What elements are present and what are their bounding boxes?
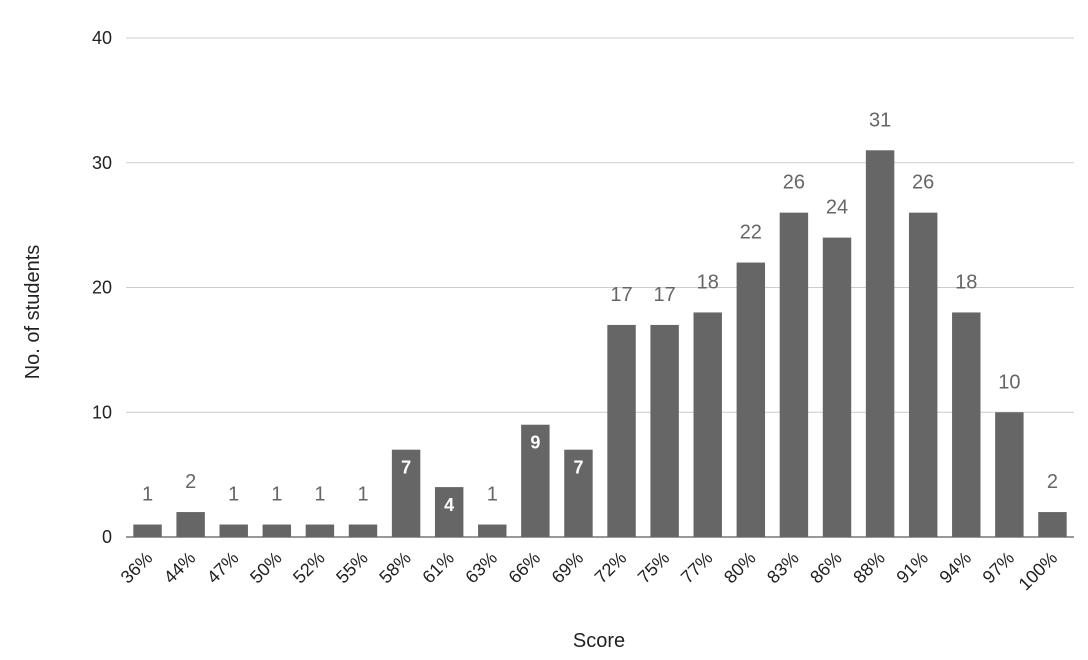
- data-label: 1: [271, 484, 282, 506]
- y-tick-label: 0: [102, 527, 112, 547]
- x-tick-label: 63%: [461, 548, 501, 588]
- bar: [219, 524, 248, 537]
- bar: [736, 262, 766, 537]
- data-label: 2: [1047, 471, 1058, 493]
- bar: [176, 512, 205, 537]
- bar: [650, 324, 679, 537]
- x-tick-label: 36%: [117, 548, 157, 588]
- bar: [693, 312, 722, 537]
- x-axis-ticks: 36% 44% 47% 50% 52% 55% 58% 61% 63% 66% 69% 72% 75% 7…: [117, 548, 1062, 595]
- data-label: 31: [869, 109, 891, 131]
- y-tick-label: 40: [92, 28, 112, 48]
- data-label: 17: [610, 284, 632, 306]
- data-label: 2: [185, 471, 196, 493]
- bar: [607, 324, 636, 537]
- data-label: 4: [444, 495, 454, 515]
- bar: [348, 524, 378, 537]
- y-tick-label: 30: [92, 153, 112, 173]
- x-tick-label: 100%: [1015, 548, 1062, 595]
- x-tick-label: 52%: [289, 548, 329, 588]
- data-label: 1: [228, 484, 239, 506]
- data-label: 18: [697, 271, 719, 293]
- bar: [262, 524, 292, 537]
- x-tick-label: 83%: [763, 548, 803, 588]
- bar: [305, 524, 335, 537]
- bar: [1038, 512, 1067, 537]
- x-tick-label: 66%: [505, 548, 545, 588]
- bar: [908, 212, 938, 537]
- bar: [952, 312, 981, 537]
- bars: [133, 150, 1067, 537]
- bar: [995, 412, 1024, 537]
- x-tick-label: 94%: [935, 548, 975, 588]
- bar: [822, 237, 852, 537]
- x-tick-label: 80%: [720, 548, 760, 588]
- x-tick-label: 61%: [418, 548, 458, 588]
- x-tick-label: 86%: [806, 548, 846, 588]
- bar: [478, 524, 507, 537]
- x-tick-label: 88%: [849, 548, 889, 588]
- bar: [564, 449, 593, 537]
- x-tick-label: 69%: [548, 548, 588, 588]
- y-axis-ticks: 0 10 20 30 40: [92, 28, 112, 547]
- data-label: 7: [573, 458, 583, 478]
- data-label: 1: [487, 484, 498, 506]
- x-tick-label: 47%: [203, 548, 243, 588]
- x-axis-title: Score: [573, 630, 625, 652]
- bar: [779, 212, 809, 537]
- data-label: 17: [654, 284, 676, 306]
- bar: [865, 150, 895, 537]
- bar: [133, 524, 162, 537]
- x-tick-label: 77%: [677, 548, 717, 588]
- data-label: 10: [998, 371, 1020, 393]
- data-label: 1: [357, 484, 368, 506]
- y-axis-title: No. of students: [22, 245, 44, 380]
- x-tick-label: 50%: [246, 548, 286, 588]
- data-label: 18: [955, 271, 977, 293]
- bar: [434, 487, 464, 537]
- data-label: 7: [401, 458, 411, 478]
- x-tick-label: 55%: [332, 548, 372, 588]
- data-label: 26: [912, 172, 934, 194]
- y-tick-label: 20: [92, 278, 112, 298]
- data-label: 22: [740, 222, 762, 244]
- data-label: 24: [826, 197, 848, 219]
- data-label: 9: [530, 433, 540, 453]
- x-tick-label: 44%: [160, 548, 200, 588]
- data-label: 1: [314, 484, 325, 506]
- x-tick-label: 97%: [979, 548, 1019, 588]
- x-tick-label: 72%: [591, 548, 631, 588]
- bar: [391, 449, 421, 537]
- x-tick-label: 58%: [375, 548, 415, 588]
- bar: [521, 424, 550, 537]
- x-tick-label: 91%: [892, 548, 932, 588]
- data-label: 26: [783, 172, 805, 194]
- data-label: 1: [142, 484, 153, 506]
- x-tick-label: 75%: [634, 548, 674, 588]
- y-tick-label: 10: [92, 402, 112, 422]
